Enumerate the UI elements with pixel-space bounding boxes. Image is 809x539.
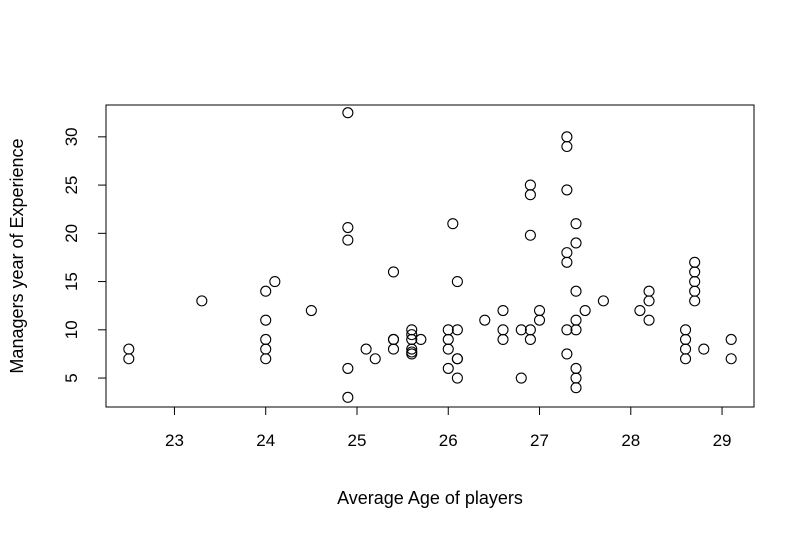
data-points [123,107,737,403]
data-point [123,343,135,355]
data-point [679,343,692,355]
data-point [679,333,692,346]
data-point [260,333,272,346]
y-axis-label: Managers year of Experience [7,138,27,373]
data-point [689,266,701,278]
data-point [123,353,135,365]
data-point [451,353,463,365]
data-point [451,324,463,336]
data-point [406,348,418,360]
data-point [196,295,208,307]
y-tick-label: 15 [62,272,81,291]
data-point [415,333,427,346]
data-point [305,304,317,317]
data-point [342,362,354,374]
y-tick-label: 5 [62,373,81,382]
data-point [442,333,454,346]
data-point [442,362,454,374]
data-point [561,247,573,259]
data-point [725,333,737,346]
y-tick-label: 30 [62,127,81,146]
x-axis-label: Average Age of players [337,488,523,508]
data-point [561,184,573,196]
data-point [442,343,454,355]
data-point [524,189,536,201]
data-point [689,256,701,268]
x-tick-label: 29 [713,431,732,450]
data-point [679,324,692,336]
plot-frame [105,104,755,408]
x-tick-label: 26 [439,431,458,450]
data-point [524,179,536,191]
data-point [689,285,701,297]
data-point [260,343,272,355]
data-point [570,324,582,336]
data-point [570,285,582,297]
data-point [447,218,459,230]
data-point [689,276,701,288]
y-axis: 5 10 15 20 25 30 [62,127,107,383]
data-point [634,304,646,317]
data-point [570,372,582,384]
data-point [342,391,354,403]
x-tick-label: 25 [348,431,367,450]
x-axis: 23 24 25 26 27 28 29 [165,406,732,450]
x-tick-label: 24 [256,431,275,450]
data-point [579,304,591,317]
data-point [406,343,418,355]
data-point [561,256,573,268]
data-point [533,304,546,317]
data-point [269,276,281,288]
data-point [570,218,582,230]
data-point [524,324,536,336]
data-point [524,333,536,346]
data-point [689,295,701,307]
data-point [451,372,463,384]
data-point [570,237,582,249]
data-point [497,324,509,336]
data-point [406,329,418,341]
x-tick-label: 27 [530,431,549,450]
data-point [369,353,381,365]
data-point [342,234,354,246]
data-point [643,314,655,326]
data-point [698,343,710,355]
data-point [533,314,546,326]
data-point [260,314,272,326]
data-point [360,343,372,355]
data-point [497,304,509,317]
data-point [725,353,737,365]
x-tick-label: 28 [621,431,640,450]
data-point [342,107,354,119]
data-point [515,372,527,384]
data-point [561,324,573,336]
data-point [524,229,536,241]
y-tick-label: 25 [62,176,81,195]
data-point [260,285,272,297]
data-point [643,285,655,297]
data-point [479,314,491,326]
data-point [387,343,400,355]
data-point [451,276,463,288]
data-point [497,333,509,346]
data-point [570,362,582,374]
data-point [442,324,454,336]
data-point [570,314,582,326]
data-point [570,382,582,394]
data-point [561,140,573,153]
x-tick-label: 23 [165,431,184,450]
data-point [561,131,573,143]
data-point [597,295,609,307]
y-tick-label: 10 [62,320,81,339]
data-point [342,221,354,234]
data-point [643,295,655,307]
y-tick-label: 20 [62,224,81,243]
data-point [387,333,400,346]
data-point [387,266,400,278]
data-point [561,348,573,360]
data-point [679,353,692,365]
data-point [260,353,272,365]
data-point [515,324,527,336]
